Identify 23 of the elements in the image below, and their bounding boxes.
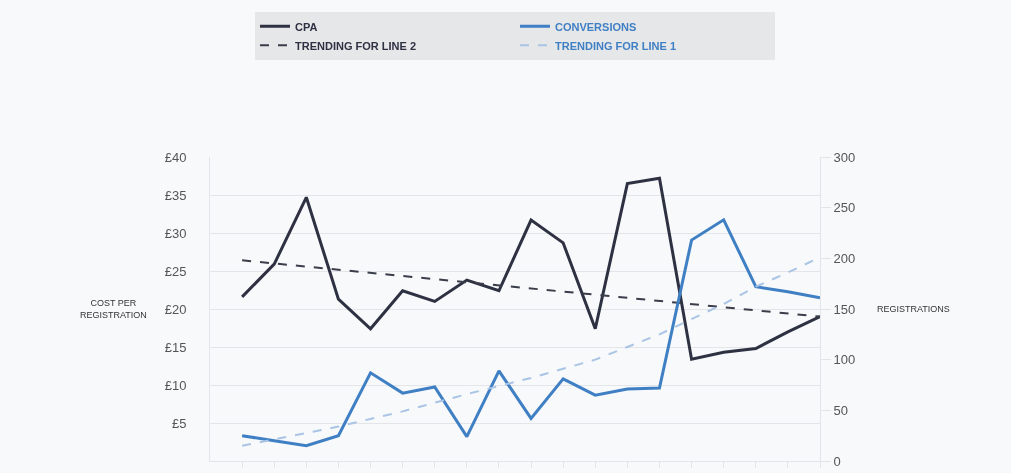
y-tick-label: £15 bbox=[164, 339, 187, 355]
legend-label: CONVERSIONS bbox=[555, 20, 637, 33]
y2-tick-label: 300 bbox=[833, 149, 856, 165]
legend-label: TRENDING FOR LINE 2 bbox=[295, 39, 417, 52]
y2-tick-label: 150 bbox=[833, 301, 856, 317]
y-tick-label: £5 bbox=[171, 415, 187, 431]
legend-label: CPA bbox=[295, 20, 318, 33]
y-tick-label: £35 bbox=[164, 187, 187, 203]
y-tick-label: £40 bbox=[164, 149, 187, 165]
line-series bbox=[240, 176, 820, 361]
y-tick-label: £30 bbox=[164, 225, 187, 241]
line-series bbox=[240, 218, 820, 448]
y-tick-label: £10 bbox=[164, 377, 187, 393]
y2-tick-label: 100 bbox=[833, 352, 856, 368]
legend-label: TRENDING FOR LINE 1 bbox=[555, 39, 677, 52]
y2-tick-label: 250 bbox=[833, 200, 856, 216]
y2-tick-label: 0 bbox=[833, 453, 841, 469]
y2-tick-label: 50 bbox=[833, 402, 849, 418]
y2-tick-label: 200 bbox=[833, 250, 856, 266]
y2-axis-title: REGISTRATIONS bbox=[877, 304, 950, 314]
y-axis-title: COST PER REGISTRATION bbox=[80, 298, 147, 320]
y-tick-label: £25 bbox=[164, 263, 187, 279]
y-tick-label: £20 bbox=[164, 301, 187, 317]
